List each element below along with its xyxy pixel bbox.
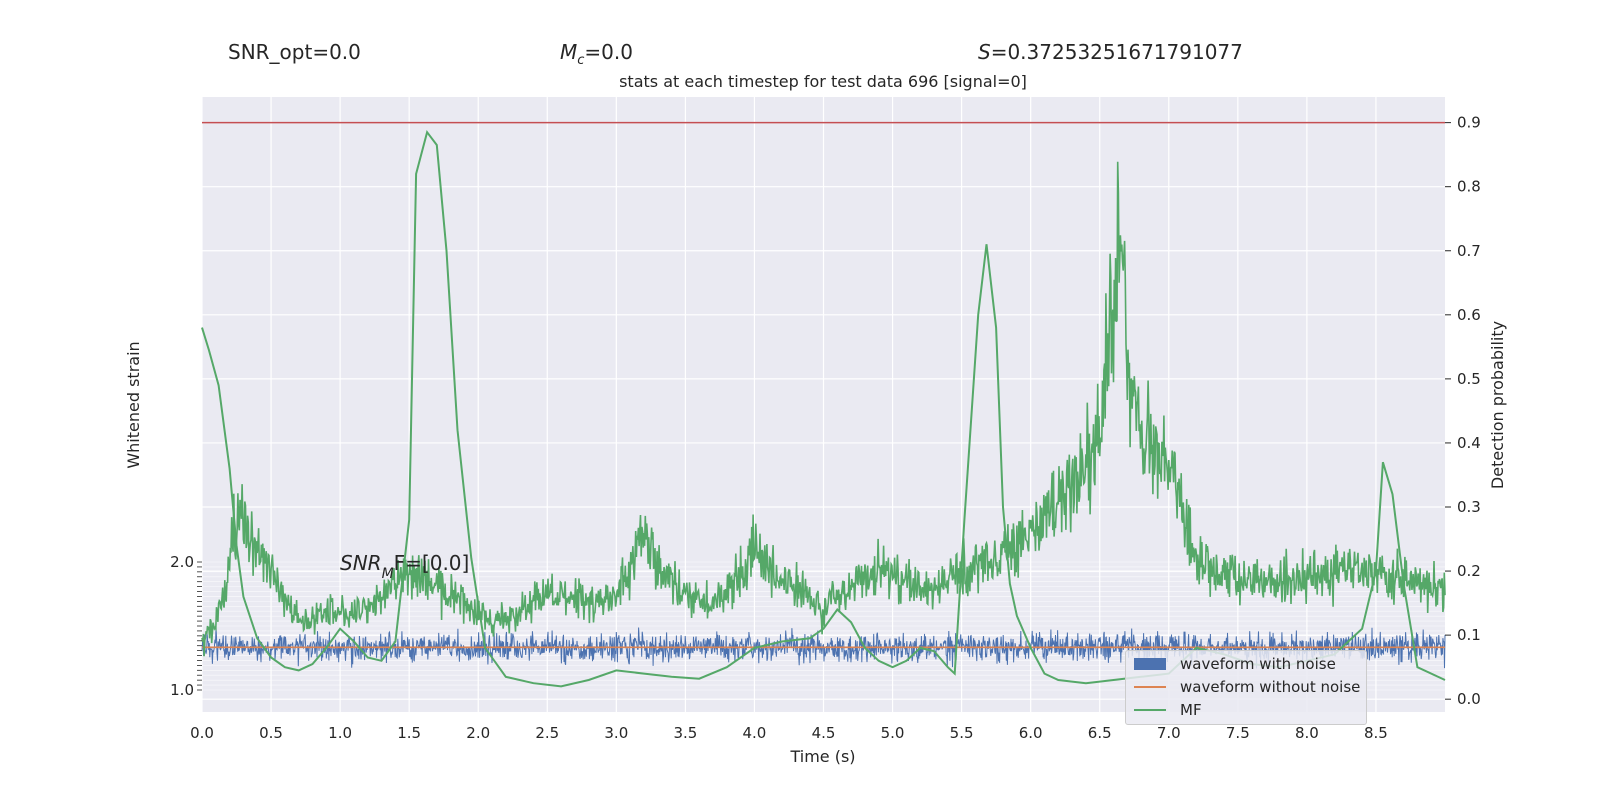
- x-tick-label: 3.0: [604, 724, 628, 742]
- legend-swatch-mf: [1134, 709, 1166, 711]
- x-tick-label: 0.0: [190, 724, 214, 742]
- x-tick-label: 1.0: [328, 724, 352, 742]
- x-tick-label: 7.5: [1226, 724, 1250, 742]
- x-tick-label: 8.5: [1364, 724, 1388, 742]
- right-tick-label: 0.8: [1457, 178, 1481, 196]
- right-tick-label: 0.3: [1457, 498, 1481, 516]
- snr-opt-label: SNR_opt=0.0: [228, 40, 361, 64]
- x-tick-label: 4.0: [743, 724, 767, 742]
- right-tick-label: 0.4: [1457, 434, 1481, 452]
- x-axis-label: Time (s): [789, 747, 855, 766]
- x-tick-label: 2.5: [535, 724, 559, 742]
- chart-legend: waveform with noise waveform without noi…: [1125, 650, 1367, 725]
- legend-item-mf: MF: [1134, 699, 1202, 721]
- tick-layer: 0.0 0.5 1.0 1.5 2.0 2.5 3.0 3.5 4.0 4.5 5.0 5.5 6.0 6…: [170, 114, 1481, 742]
- score-label: S=0.37253251671791077: [978, 40, 1243, 64]
- legend-label: MF: [1180, 701, 1202, 719]
- x-tick-label: 1.5: [397, 724, 421, 742]
- right-tick-label: 0.1: [1457, 626, 1481, 644]
- legend-swatch-clean: [1134, 686, 1166, 688]
- legend-label: waveform with noise: [1180, 655, 1336, 673]
- x-tick-label: 5.5: [950, 724, 974, 742]
- right-tick-label: 0.2: [1457, 562, 1481, 580]
- legend-item-waveform-with-noise: waveform with noise: [1134, 653, 1336, 675]
- right-tick-label: 0.6: [1457, 306, 1481, 324]
- x-tick-label: 6.0: [1019, 724, 1043, 742]
- chart-subtitle: stats at each timestep for test data 696…: [619, 72, 1027, 91]
- right-tick-label: 0.7: [1457, 242, 1481, 260]
- left-tick-label: 1.0: [170, 681, 194, 699]
- score-value: =0.37253251671791077: [990, 40, 1243, 64]
- x-tick-label: 3.5: [673, 724, 697, 742]
- score-symbol: S: [978, 40, 991, 64]
- x-tick-label: 8.0: [1295, 724, 1319, 742]
- right-tick-label: 0.9: [1457, 114, 1481, 132]
- right-axis-label: Detection probability: [1488, 321, 1507, 489]
- legend-swatch-noise: [1134, 658, 1166, 670]
- x-tick-label: 4.5: [812, 724, 836, 742]
- chirp-mass-value: =0.0: [584, 40, 633, 64]
- chirp-mass-label: Mc=0.0: [560, 40, 633, 68]
- left-tick-label: 2.0: [170, 553, 194, 571]
- x-tick-label: 0.5: [259, 724, 283, 742]
- snr-mf-annotation: SNRMF=[0.0]: [340, 551, 469, 582]
- right-tick-label: 0.0: [1457, 690, 1481, 708]
- mf-noisy-line: [201, 161, 1446, 657]
- chirp-mass-symbol: M: [560, 40, 578, 64]
- x-tick-label: 2.0: [466, 724, 490, 742]
- left-axis-label: Whitened strain: [124, 341, 143, 468]
- x-tick-label: 6.5: [1088, 724, 1112, 742]
- legend-label: waveform without noise: [1180, 678, 1361, 696]
- chirp-mass-subscript: c: [577, 53, 585, 68]
- x-tick-label: 7.0: [1157, 724, 1181, 742]
- right-tick-label: 0.5: [1457, 370, 1481, 388]
- x-tick-label: 5.0: [881, 724, 905, 742]
- legend-item-waveform-without-noise: waveform without noise: [1134, 676, 1360, 698]
